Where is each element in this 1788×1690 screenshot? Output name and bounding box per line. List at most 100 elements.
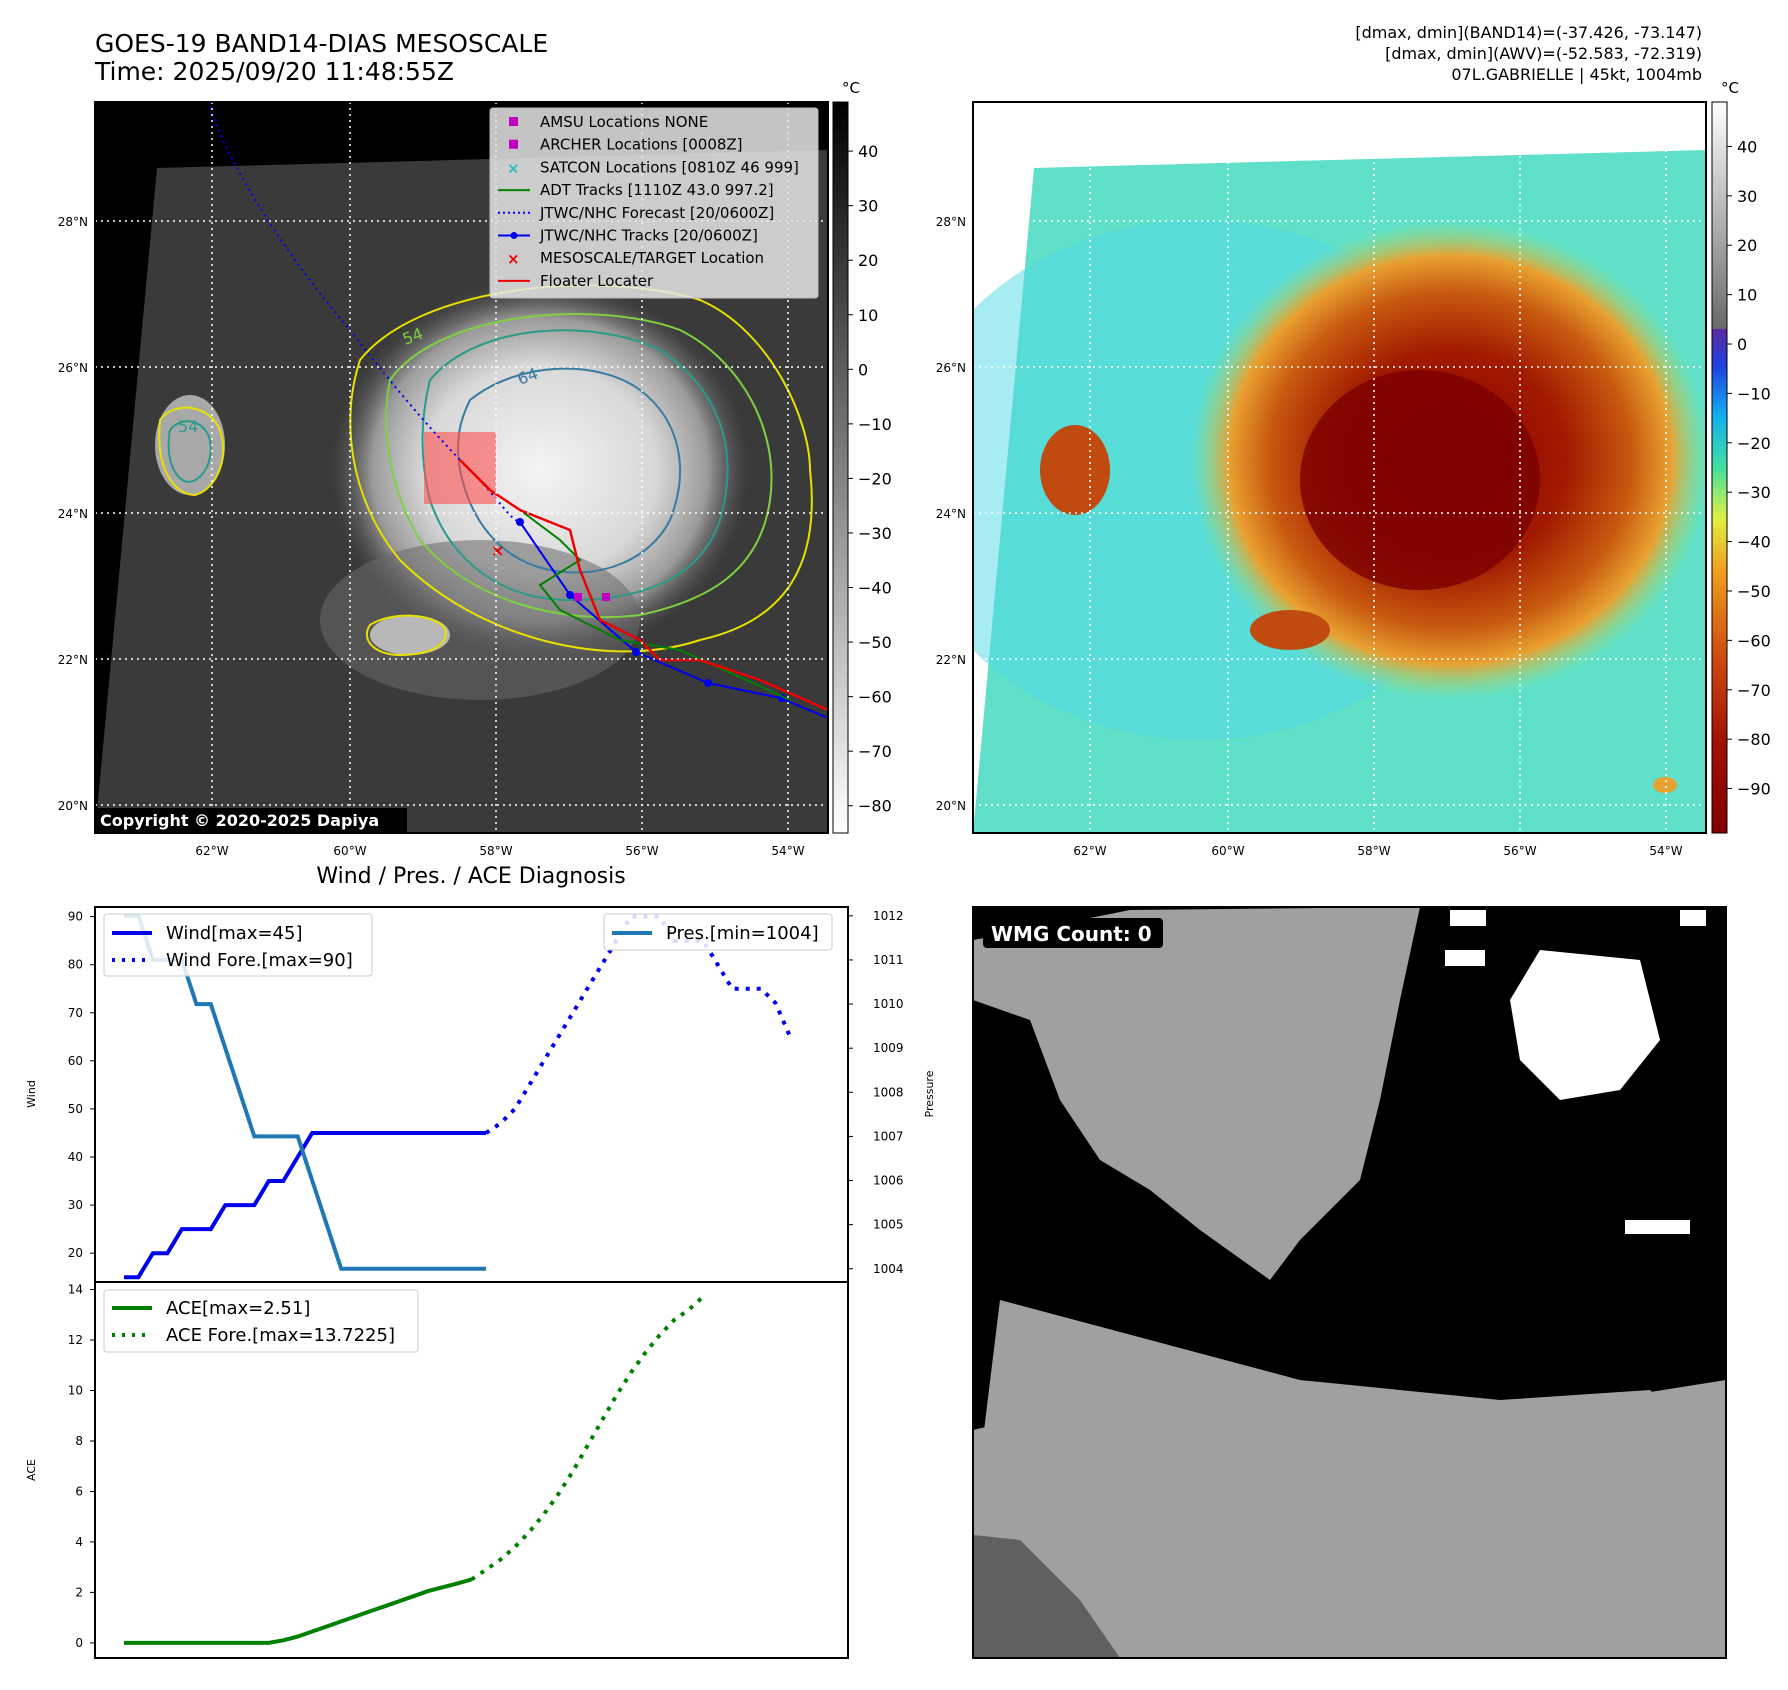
ace-legend: ACE[max=2.51] ACE Fore.[max=13.7225] (103, 1289, 419, 1353)
axis-tick-label: 10 (68, 1384, 83, 1398)
map-lon-label: 54°W (771, 844, 804, 858)
map-band14: 54 64 54 × Copyright © 2020-2025 Dapiya (94, 101, 829, 834)
contour-label-54b: 54 (178, 417, 198, 436)
axis-tick-label: 4 (75, 1535, 83, 1549)
colorbar-band14: °C 40 30 20 10 0 −10 −20 −30 −40 −50 −60 −70 −80 (832, 79, 892, 834)
legend-wind: Wind[max=45] (166, 923, 303, 944)
map-lon-label: 56°W (1503, 844, 1536, 858)
legend-ace-fore: ACE Fore.[max=13.7225] (166, 1325, 395, 1346)
colorbar-tick-label: 40 (1737, 137, 1757, 156)
ace-chart: ACE 0 2 4 6 8 10 12 14 ACE[max=2.51] ACE Fore.[… (25, 1281, 849, 1659)
legend-ace: ACE[max=2.51] (166, 1298, 310, 1319)
chart-title: Wind / Pres. / ACE Diagnosis (316, 864, 625, 889)
axis-tick-label: 12 (68, 1333, 83, 1347)
axis-tick-label: 30 (68, 1198, 83, 1212)
axis-tick-label: 70 (68, 1006, 83, 1020)
legend-entry: × SATCON Locations [0810Z 46 999] (507, 158, 799, 177)
pressure-legend: Pres.[min=1004] (603, 913, 833, 951)
colorbar-tick-label: −80 (1737, 730, 1771, 749)
map-lon-label: 62°W (195, 844, 228, 858)
axis-tick-label: 1010 (873, 997, 904, 1011)
ace-axis-label: ACE (25, 1459, 38, 1481)
legend-entry-label: Floater Locater (540, 272, 654, 290)
colorbar-tick-label: 20 (858, 251, 878, 270)
series-line-ace (124, 1577, 473, 1645)
colorbar-tick-label: 30 (1737, 187, 1757, 206)
colorbar-awv: °C 40 30 20 10 0 −10 −20 −30 −40 −50 −60 −70 −80 −90 (1711, 79, 1771, 834)
legend-square-icon (509, 117, 518, 126)
colorbar-tick-label: −70 (1737, 681, 1771, 700)
info-awv: [dmax, dmin](AWV)=(-52.583, -72.319) (1385, 44, 1702, 63)
colorbar-tick-label: −40 (1737, 533, 1771, 552)
legend-entry-label: MESOSCALE/TARGET Location (540, 249, 764, 267)
legend-wind-fore: Wind Fore.[max=90] (166, 950, 353, 971)
axis-tick-label: 20 (68, 1246, 83, 1260)
axis-tick-label: 1006 (873, 1174, 904, 1188)
legend-entry: JTWC/NHC Forecast [20/0600Z] (498, 204, 774, 222)
archer-marker-2 (602, 593, 610, 601)
legend-entry-label: JTWC/NHC Tracks [20/0600Z] (539, 227, 758, 245)
axis-tick-label: 1011 (873, 953, 904, 967)
wind-axis-label: Wind (25, 1080, 38, 1108)
map-lon-label: 62°W (1073, 844, 1106, 858)
legend-entry: Floater Locater (498, 272, 654, 290)
colorbar-tick-label: −80 (858, 797, 892, 816)
colorbar-tick-label: −70 (858, 742, 892, 761)
axis-tick-label: 8 (75, 1434, 83, 1448)
map-lon-label: 58°W (1357, 844, 1390, 858)
map-lon-label: 56°W (625, 844, 658, 858)
wmg-count-label: WMG Count: 0 (991, 922, 1152, 946)
colorbar-tick-label: −10 (1737, 384, 1771, 403)
legend-entry-label: SATCON Locations [0810Z 46 999] (540, 158, 799, 176)
map-lat-label: 22°N (58, 653, 88, 667)
colorbar-tick-label: 40 (858, 142, 878, 161)
copyright-label: Copyright © 2020-2025 Dapiya (100, 811, 379, 830)
axis-tick-label: 80 (68, 958, 83, 972)
map-lat-label: 24°N (58, 507, 88, 521)
legend-entry: AMSU Locations NONE (509, 113, 708, 131)
colorbar-tick-label: 30 (858, 197, 878, 216)
axis-tick-label: 50 (68, 1102, 83, 1116)
map-lon-label: 60°W (1211, 844, 1244, 858)
floater-box (424, 432, 496, 504)
axis-tick-label: 1004 (873, 1262, 904, 1276)
series-line-wind-fore- (484, 914, 792, 1135)
map-lat-label: 22°N (936, 653, 966, 667)
map-lat-label: 26°N (58, 361, 88, 375)
target-marker: × (491, 541, 504, 560)
legend-entry: × MESOSCALE/TARGET Location (507, 249, 764, 268)
wind-pressure-chart: Wind Pressure 20 30 40 50 60 70 80 90 1004 1005 1… (25, 906, 936, 1283)
axis-tick-label: 1012 (873, 909, 904, 923)
archer-marker (574, 593, 582, 601)
legend-entry-label: AMSU Locations NONE (540, 113, 708, 131)
map-lon-label: 54°W (1649, 844, 1682, 858)
figure-title: GOES-19 BAND14-DIAS MESOSCALE (95, 29, 548, 58)
jtwc-track (519, 521, 828, 719)
legend-entry: ARCHER Locations [0008Z] (509, 136, 743, 154)
legend-entry-label: ARCHER Locations [0008Z] (540, 136, 743, 154)
legend-entry: ADT Tracks [1110Z 43.0 997.2] (498, 181, 774, 199)
map-lat-label: 28°N (58, 215, 88, 229)
figure-time: Time: 2025/09/20 11:48:55Z (94, 57, 454, 86)
colorbar-tick-label: −60 (1737, 631, 1771, 650)
colorbar-tick-label: −90 (1737, 780, 1771, 799)
axis-tick-label: 6 (75, 1484, 83, 1498)
colorbar-unit-right: °C (1721, 79, 1739, 97)
axis-tick-label: 1005 (873, 1218, 904, 1232)
info-band14: [dmax, dmin](BAND14)=(-37.426, -73.147) (1355, 23, 1702, 42)
colorbar-tick-label: −30 (858, 524, 892, 543)
pressure-axis-label: Pressure (923, 1070, 936, 1117)
series-line-ace-fore- (470, 1295, 705, 1582)
colorbar-tick-label: −10 (858, 415, 892, 434)
axis-tick-label: 60 (68, 1054, 83, 1068)
axis-tick-label: 1007 (873, 1129, 904, 1143)
colorbar-tick-label: 10 (1737, 286, 1757, 305)
axis-tick-label: 2 (75, 1585, 83, 1599)
axis-tick-label: 14 (68, 1283, 83, 1297)
info-storm: 07L.GABRIELLE | 45kt, 1004mb (1451, 65, 1702, 84)
legend-entry: JTWC/NHC Tracks [20/0600Z] (498, 227, 758, 245)
map-lat-label: 20°N (58, 799, 88, 813)
colorbar-tick-label: 0 (1737, 335, 1747, 354)
legend-x-icon: × (507, 159, 520, 177)
